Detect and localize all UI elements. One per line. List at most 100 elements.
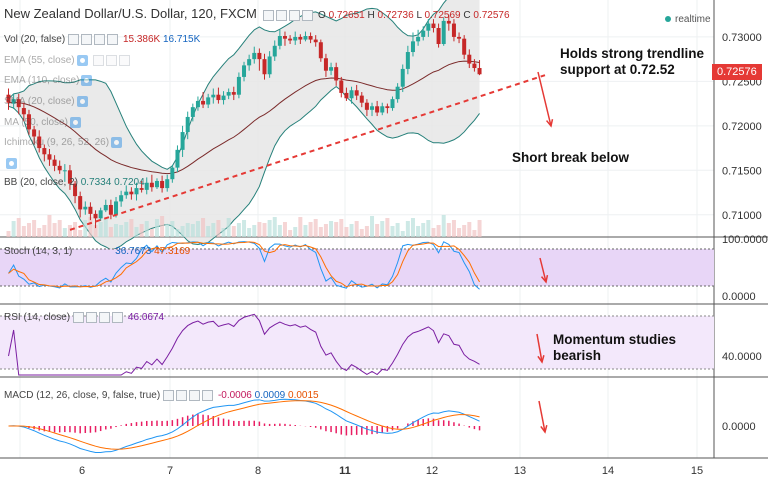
candle-body bbox=[175, 149, 180, 168]
volume-bar bbox=[52, 223, 57, 237]
candle-body bbox=[354, 90, 359, 96]
candle-body bbox=[201, 100, 206, 105]
volume-bar bbox=[247, 228, 252, 237]
annotation-trendline: Holds strong trendline support at 0.72.52 bbox=[560, 46, 705, 77]
candle-body bbox=[247, 59, 252, 66]
stoch-tick-label: 0.0000 bbox=[722, 291, 756, 303]
volume-bar bbox=[21, 226, 26, 237]
candle-body bbox=[98, 210, 103, 219]
candle-body bbox=[134, 188, 139, 195]
header: New Zealand Dollar/U.S. Dollar, 120, FXC… bbox=[4, 6, 510, 21]
candle-body bbox=[42, 148, 47, 155]
volume-bar bbox=[37, 228, 42, 237]
candle-body bbox=[211, 94, 216, 98]
time-tick-label: 7 bbox=[167, 465, 173, 477]
volume-bar bbox=[93, 225, 98, 237]
volume-bar bbox=[144, 221, 149, 237]
visibility-toggle-icon[interactable] bbox=[81, 75, 93, 86]
candle-body bbox=[441, 20, 446, 45]
volume-bar bbox=[139, 224, 144, 237]
header-buttons[interactable] bbox=[262, 9, 315, 21]
visibility-toggle-icon[interactable] bbox=[76, 96, 88, 107]
time-tick-label: 6 bbox=[79, 465, 85, 477]
volume-bar bbox=[216, 220, 221, 237]
candle-body bbox=[108, 204, 113, 215]
volume-bar bbox=[62, 228, 67, 237]
candle-body bbox=[78, 196, 83, 210]
visibility-toggle-icon[interactable] bbox=[76, 55, 88, 67]
volume-bar bbox=[441, 215, 446, 237]
candle-body bbox=[457, 36, 462, 39]
candle-body bbox=[385, 106, 390, 109]
visibility-toggle-icon[interactable] bbox=[69, 117, 81, 128]
candle-body bbox=[93, 213, 98, 219]
volume-bar bbox=[380, 221, 385, 237]
realtime-indicator: realtime bbox=[665, 14, 711, 25]
time-tick-label: 11 bbox=[339, 465, 351, 477]
time-tick-label: 15 bbox=[691, 465, 703, 477]
candle-body bbox=[421, 30, 426, 37]
candle-body bbox=[124, 191, 129, 196]
candle-body bbox=[446, 20, 451, 24]
candle-body bbox=[477, 68, 482, 75]
volume-bar bbox=[165, 224, 170, 237]
candle-body bbox=[293, 36, 298, 41]
annotation-arrows bbox=[536, 71, 554, 434]
candle-body bbox=[160, 180, 165, 189]
candle-body bbox=[339, 80, 344, 93]
macd-line bbox=[8, 398, 480, 454]
candle-body bbox=[114, 201, 119, 215]
candle-body bbox=[88, 206, 93, 214]
macd-signal-line bbox=[8, 400, 480, 450]
volume-bars bbox=[6, 215, 482, 237]
candle-body bbox=[288, 38, 293, 41]
volume-bar bbox=[108, 227, 113, 237]
volume-bar bbox=[329, 221, 334, 237]
rsi-band bbox=[0, 316, 714, 369]
candle-body bbox=[185, 116, 190, 133]
candle-body bbox=[252, 52, 257, 60]
candle-body bbox=[462, 38, 467, 55]
volume-bar bbox=[282, 222, 287, 237]
stoch-arrow-head bbox=[540, 274, 549, 284]
volume-bar bbox=[323, 224, 328, 237]
candle-body bbox=[323, 58, 328, 71]
candle-body bbox=[236, 76, 241, 95]
candle-body bbox=[390, 99, 395, 109]
volume-bar bbox=[359, 229, 364, 237]
candle-body bbox=[308, 36, 313, 40]
volume-bar bbox=[457, 228, 462, 237]
visibility-toggle-icon[interactable] bbox=[6, 158, 17, 169]
candle-body bbox=[62, 170, 67, 172]
time-tick-label: 8 bbox=[255, 465, 261, 477]
volume-bar bbox=[431, 228, 436, 237]
volume-bar bbox=[154, 219, 159, 237]
candle-body bbox=[431, 23, 436, 29]
visibility-toggle-icon[interactable] bbox=[111, 137, 123, 148]
volume-bar bbox=[242, 220, 247, 237]
volume-bar bbox=[277, 225, 282, 237]
rsi-arrow bbox=[536, 333, 543, 363]
bollinger-upper bbox=[8, 0, 447, 170]
candle-body bbox=[231, 92, 236, 95]
volume-bar bbox=[462, 225, 467, 237]
volume-bar bbox=[467, 222, 472, 237]
volume-bar bbox=[308, 222, 313, 237]
candle-body bbox=[313, 39, 318, 43]
volume-bar bbox=[334, 222, 339, 237]
volume-bar bbox=[293, 227, 298, 237]
candle-body bbox=[318, 42, 323, 59]
volume-bar bbox=[298, 217, 303, 237]
candle-body bbox=[226, 92, 231, 96]
stoch-d-line bbox=[8, 241, 480, 288]
break-arrow bbox=[537, 71, 552, 127]
stoch-band bbox=[0, 249, 714, 286]
volume-bar bbox=[6, 231, 11, 237]
candle-body bbox=[165, 179, 170, 189]
candle-body bbox=[52, 159, 57, 166]
candle-body bbox=[221, 95, 226, 101]
volume-bar bbox=[26, 223, 31, 237]
rsi-arrow-head bbox=[537, 355, 545, 364]
volume-bar bbox=[98, 222, 103, 237]
candle-body bbox=[262, 59, 267, 75]
